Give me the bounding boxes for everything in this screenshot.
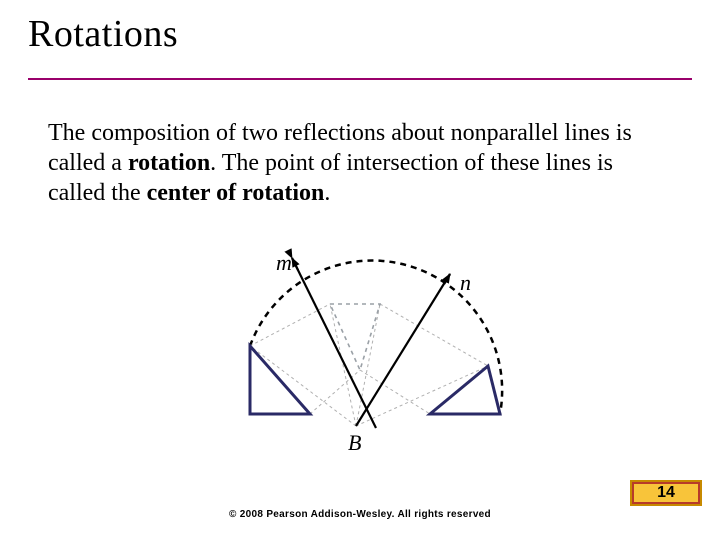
badge-inner: 14 bbox=[632, 482, 700, 504]
label-m: m bbox=[276, 250, 292, 275]
line-n-arrow bbox=[444, 274, 450, 284]
line-m bbox=[292, 258, 376, 428]
line-m-arrow bbox=[292, 258, 298, 270]
body-bold1: rotation bbox=[128, 150, 210, 176]
copyright-text: © 2008 Pearson Addison-Wesley. All right… bbox=[0, 509, 720, 520]
slide: Rotations The composition of two reflect… bbox=[0, 0, 720, 540]
title-wrap: Rotations bbox=[28, 12, 692, 56]
page-number-badge: 14 bbox=[630, 480, 702, 506]
body-text: The composition of two reflections about… bbox=[48, 118, 672, 208]
triangle-image bbox=[430, 366, 500, 414]
title-rule bbox=[28, 78, 692, 80]
body-bold2: center of rotation bbox=[147, 180, 325, 206]
construction-lines bbox=[250, 304, 488, 426]
line-n bbox=[356, 274, 450, 426]
label-B: B bbox=[348, 430, 361, 455]
page-title: Rotations bbox=[28, 12, 692, 56]
label-n: n bbox=[460, 270, 471, 295]
page-number: 14 bbox=[657, 484, 675, 502]
triangle-original bbox=[250, 346, 310, 414]
body-part3: . bbox=[324, 180, 330, 206]
rotation-diagram: m n B bbox=[0, 246, 720, 461]
